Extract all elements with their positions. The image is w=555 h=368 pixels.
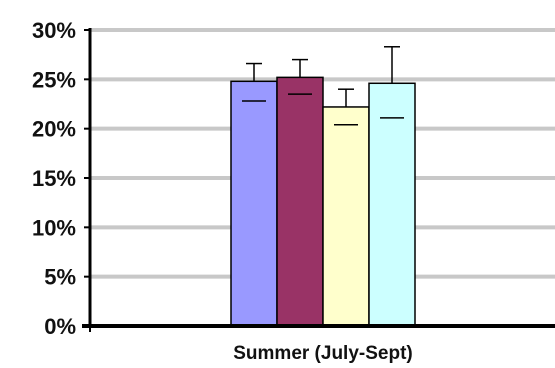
- y-tick-label: 25%: [32, 67, 76, 92]
- bar-series-3: [322, 106, 370, 327]
- y-tick-label: 20%: [32, 117, 76, 142]
- x-axis-ticks: Summer (July-Sept): [89, 326, 413, 364]
- bars: [230, 76, 416, 327]
- y-tick-label: 5%: [44, 265, 76, 290]
- x-category-label: Summer (July-Sept): [233, 343, 412, 364]
- bar-series-4: [368, 82, 416, 327]
- bar-series-2: [276, 76, 324, 327]
- y-tick-label: 30%: [32, 18, 76, 43]
- error-bars: [242, 46, 404, 126]
- bar-series-1: [230, 80, 278, 327]
- y-tick-label: 0%: [44, 314, 76, 339]
- y-axis-ticks: 0% 5% 10% 15% 20% 25% 30%: [32, 18, 90, 339]
- y-tick-label: 15%: [32, 166, 76, 191]
- y-tick-label: 10%: [32, 215, 76, 240]
